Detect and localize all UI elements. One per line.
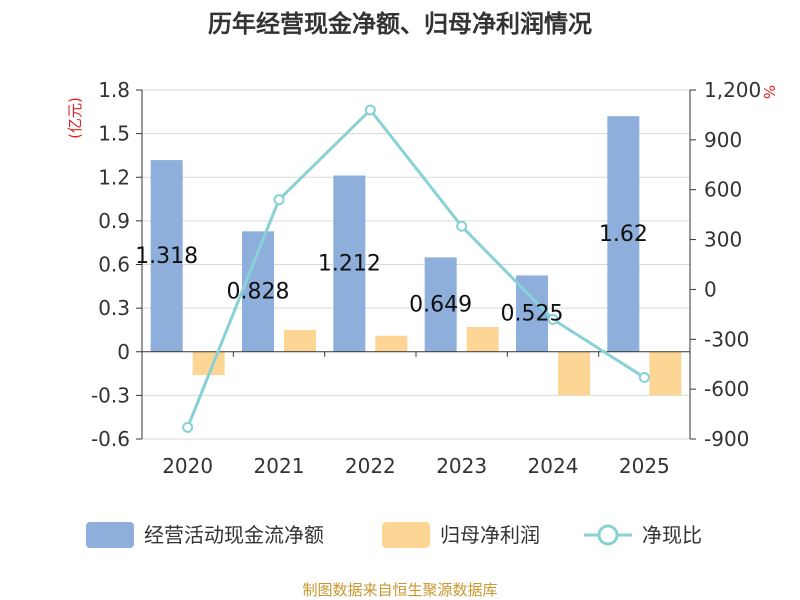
legend-swatch-cashflow: [86, 522, 134, 548]
left-tick-label: 0.6: [98, 253, 130, 277]
right-tick-label: -900: [704, 427, 749, 451]
cashflow-value-label: 1.212: [318, 252, 381, 277]
data-labels: 1.318 0.828 1.212 0.649 0.525 1.62: [135, 222, 648, 327]
left-tick-label: 0: [117, 340, 130, 364]
right-axis-unit: %: [760, 85, 778, 99]
right-tick-label: 600: [704, 178, 742, 202]
ratio-point: [456, 220, 468, 232]
axes: 1.8 1.5 1.2 0.9 0.6 0.3 0 -0.3 -0.6 1,200 900 600 30…: [91, 78, 761, 478]
left-tick-label: 0.3: [98, 296, 130, 320]
net-profit-bar: [375, 335, 408, 352]
legend-label-ratio: 净现比: [642, 523, 702, 547]
ratio-line: [182, 104, 650, 433]
left-axis-unit: (亿元): [66, 97, 84, 139]
net-profit-bar: [466, 327, 499, 352]
x-tick-label: 2024: [528, 454, 579, 478]
net-profit-bar: [649, 351, 682, 396]
right-tick-label: -300: [704, 327, 749, 351]
ratio-point: [547, 313, 559, 325]
cashflow-value-label: 1.318: [135, 244, 198, 269]
ratio-point: [182, 421, 194, 433]
ratio-point: [638, 372, 650, 384]
ratio-line-path: [186, 107, 646, 428]
net-profit-bar: [284, 329, 316, 352]
cashflow-bar: [333, 175, 366, 352]
cashflow-value-label: 1.62: [599, 222, 648, 247]
left-tick-label: 1.5: [98, 122, 130, 146]
left-tick-label: 1.2: [98, 165, 130, 189]
x-tick-label: 2021: [254, 454, 305, 478]
ratio-point: [273, 194, 285, 206]
right-tick-label: 1,200: [704, 78, 761, 102]
right-tick-label: -600: [704, 377, 749, 401]
cashflow-value-label: 0.525: [501, 302, 564, 327]
legend: 经营活动现金流净额 归母净利润 净现比: [86, 522, 702, 548]
right-tick-label: 900: [704, 128, 742, 152]
x-tick-label: 2025: [619, 454, 670, 478]
legend-marker-ratio: [597, 524, 619, 546]
left-tick-label: -0.6: [91, 427, 130, 451]
cashflow-bar: [424, 257, 457, 352]
legend-label-net-profit: 归母净利润: [440, 523, 540, 547]
legend-label-cashflow: 经营活动现金流净额: [144, 523, 324, 547]
x-tick-label: 2023: [436, 454, 487, 478]
cashflow-value-label: 0.649: [409, 293, 472, 318]
x-tick-label: 2022: [345, 454, 396, 478]
cashflow-value-label: 0.828: [227, 280, 290, 305]
data-source: 制图数据来自恒生聚源数据库: [302, 581, 497, 599]
cashflow-bar: [150, 160, 183, 352]
grid: [142, 89, 690, 440]
chart-title: 历年经营现金净额、归母净利润情况: [208, 10, 592, 38]
left-tick-label: 0.9: [98, 209, 130, 233]
net-profit-bar: [558, 351, 590, 396]
left-tick-label: -0.3: [91, 383, 130, 407]
right-tick-label: 300: [704, 228, 742, 252]
x-tick-label: 2020: [162, 454, 213, 478]
cashflow-bar: [607, 116, 640, 352]
ratio-point: [364, 104, 376, 116]
legend-swatch-net-profit: [382, 522, 430, 548]
right-tick-label: 0: [704, 277, 717, 301]
left-tick-label: 1.8: [98, 78, 130, 102]
